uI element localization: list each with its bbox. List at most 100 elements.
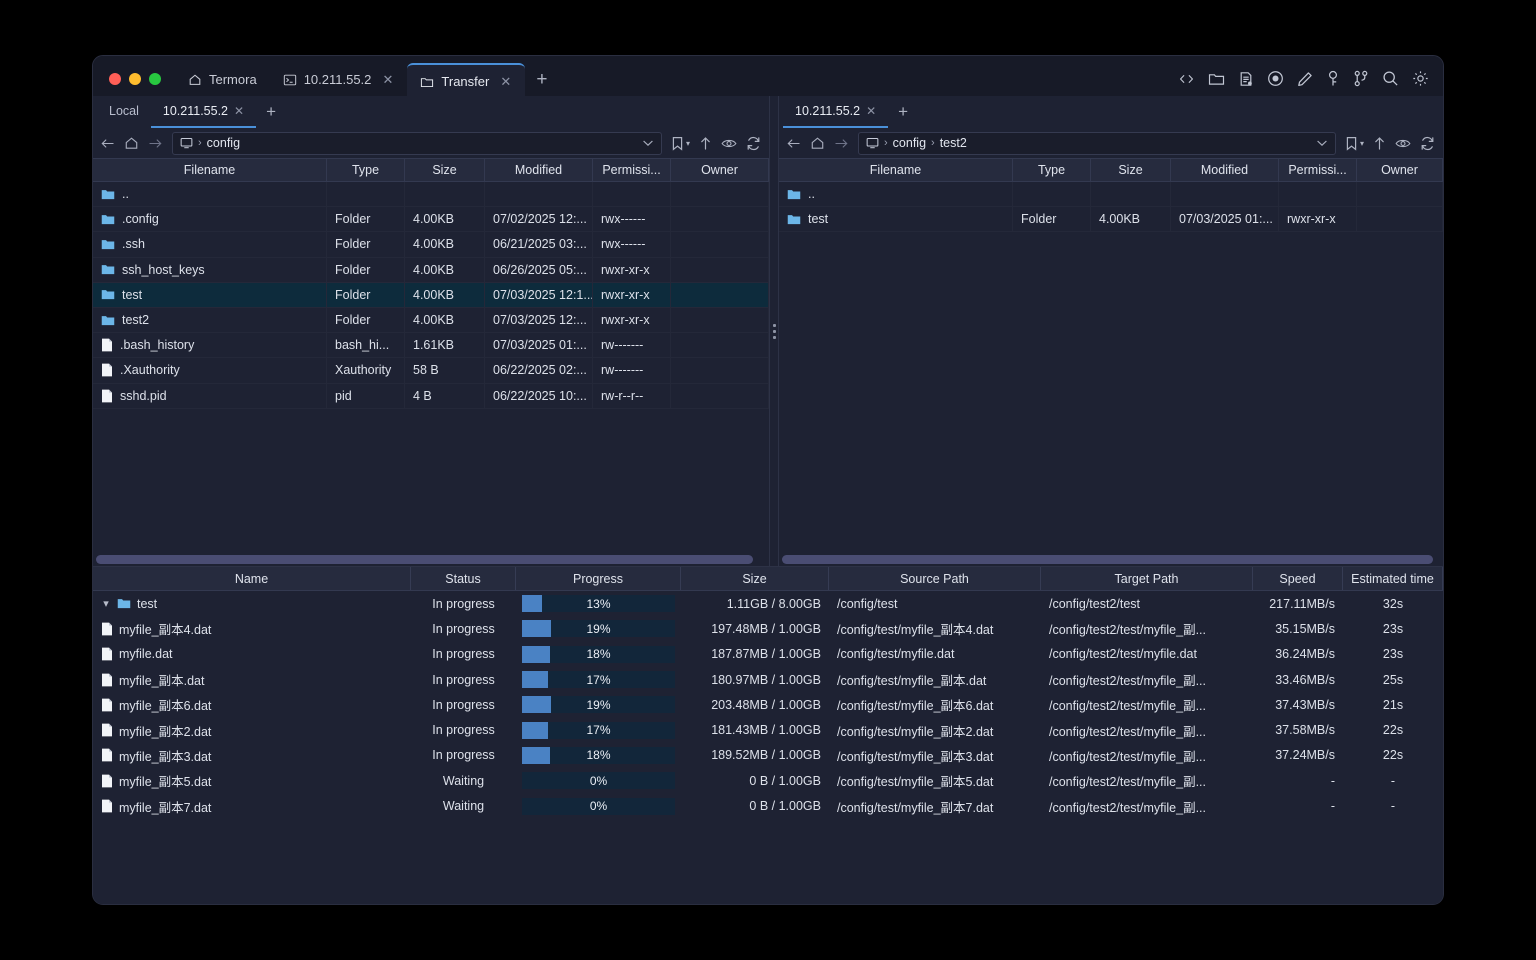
breadcrumb-segment[interactable]: config bbox=[206, 136, 241, 150]
right-path-field[interactable]: › config › test2 bbox=[858, 131, 1336, 155]
column-header-modified[interactable]: Modified bbox=[485, 159, 593, 181]
column-header-size[interactable]: Size bbox=[405, 159, 485, 181]
column-header-permissions[interactable]: Permissi... bbox=[1279, 159, 1357, 181]
column-header-speed[interactable]: Speed bbox=[1253, 567, 1343, 590]
table-row[interactable]: test2 Folder 4.00KB 07/03/2025 12:... rwxr-x… bbox=[93, 307, 769, 334]
home-icon[interactable] bbox=[124, 136, 139, 150]
folder-icon bbox=[101, 188, 115, 201]
column-header-target-path[interactable]: Target Path bbox=[1041, 567, 1253, 590]
transfer-row[interactable]: myfile_副本7.dat Waiting 0% 0 B / 1.00GB/conf… bbox=[93, 793, 1443, 818]
table-row[interactable]: test Folder 4.00KB 07/03/2025 12:1... rwxr-x… bbox=[93, 282, 769, 308]
new-window-tab-button[interactable]: + bbox=[536, 69, 548, 90]
document-icon[interactable] bbox=[1238, 71, 1254, 87]
code-icon[interactable] bbox=[1178, 71, 1195, 87]
transfer-row[interactable]: myfile_副本4.dat In progress 19% 197.48MB / 1… bbox=[93, 616, 1443, 641]
column-header-name[interactable]: Name bbox=[93, 567, 411, 590]
search-icon[interactable] bbox=[1382, 70, 1399, 87]
chevron-down-icon[interactable]: ▾ bbox=[103, 598, 109, 611]
column-header-filename[interactable]: Filename bbox=[93, 159, 327, 181]
column-header-status[interactable]: Status bbox=[411, 567, 516, 590]
refresh-icon[interactable] bbox=[1420, 136, 1435, 151]
chevron-down-icon[interactable]: ▾ bbox=[685, 138, 690, 148]
transfer-row[interactable]: myfile_副本3.dat In progress 18% 189.52MB / 1… bbox=[93, 743, 1443, 768]
table-row[interactable]: ssh_host_keys Folder 4.00KB 06/26/2025 05:.… bbox=[93, 257, 769, 283]
home-icon[interactable] bbox=[810, 136, 825, 150]
close-icon[interactable]: ✕ bbox=[234, 104, 245, 118]
folder-icon[interactable] bbox=[1208, 71, 1225, 87]
column-header-owner[interactable]: Owner bbox=[671, 159, 769, 181]
column-header-estimated-time[interactable]: Estimated time bbox=[1343, 567, 1443, 590]
forward-arrow-icon[interactable] bbox=[834, 137, 849, 150]
left-tab-10-211-55-2[interactable]: 10.211.55.2 ✕ bbox=[150, 96, 257, 128]
table-row[interactable]: .. bbox=[93, 182, 769, 208]
right-new-tab-button[interactable]: + bbox=[898, 102, 909, 121]
forward-arrow-icon[interactable] bbox=[148, 137, 163, 150]
left-bookmark-group[interactable]: ▾ bbox=[671, 136, 690, 151]
back-arrow-icon[interactable] bbox=[100, 137, 115, 150]
column-header-filename[interactable]: Filename bbox=[779, 159, 1013, 181]
column-header-source-path[interactable]: Source Path bbox=[829, 567, 1041, 590]
chevron-down-icon[interactable]: ▾ bbox=[1359, 138, 1364, 148]
upload-icon[interactable] bbox=[1373, 136, 1386, 151]
breadcrumb-segment[interactable]: test2 bbox=[939, 136, 967, 150]
gear-icon[interactable] bbox=[1412, 70, 1429, 87]
eye-icon[interactable] bbox=[721, 137, 737, 150]
bookmark-icon[interactable] bbox=[671, 136, 684, 151]
left-tab-local[interactable]: Local bbox=[97, 96, 151, 128]
eye-icon[interactable] bbox=[1395, 137, 1411, 150]
close-window-button[interactable] bbox=[109, 73, 121, 85]
key-icon[interactable] bbox=[1326, 70, 1340, 87]
left-hscrollbar-thumb[interactable] bbox=[96, 554, 753, 564]
table-row[interactable]: .config Folder 4.00KB 07/02/2025 12:... rwx-… bbox=[93, 207, 769, 233]
left-path-field[interactable]: › config bbox=[172, 131, 662, 155]
transfer-row[interactable]: myfile_副本.dat In progress 17% 180.97MB / 1.… bbox=[93, 667, 1443, 692]
column-header-size[interactable]: Size bbox=[681, 567, 829, 590]
maximize-window-button[interactable] bbox=[149, 73, 161, 85]
record-icon[interactable] bbox=[1267, 70, 1284, 87]
column-header-modified[interactable]: Modified bbox=[1171, 159, 1279, 181]
table-row[interactable]: sshd.pid pid 4 B 06/22/2025 10:... rw-r--r-- bbox=[93, 383, 769, 409]
minimize-window-button[interactable] bbox=[129, 73, 141, 85]
chevron-down-icon[interactable] bbox=[1316, 139, 1331, 147]
window-tab-10-211-55-2[interactable]: 10.211.55.2 ✕ bbox=[270, 63, 408, 96]
column-header-type[interactable]: Type bbox=[327, 159, 405, 181]
refresh-icon[interactable] bbox=[746, 136, 761, 151]
left-hscrollbar-track[interactable] bbox=[93, 552, 769, 566]
bookmark-icon[interactable] bbox=[1345, 136, 1358, 151]
git-branch-icon[interactable] bbox=[1353, 70, 1369, 87]
left-new-tab-button[interactable]: + bbox=[266, 102, 276, 121]
pane-splitter[interactable] bbox=[769, 96, 779, 566]
column-header-progress[interactable]: Progress bbox=[516, 567, 681, 590]
pencil-icon[interactable] bbox=[1297, 71, 1313, 87]
close-icon[interactable]: ✕ bbox=[500, 73, 512, 89]
column-header-permissions[interactable]: Permissi... bbox=[593, 159, 671, 181]
window-tab-transfer[interactable]: Transfer ✕ bbox=[407, 63, 526, 96]
column-header-owner[interactable]: Owner bbox=[1357, 159, 1443, 181]
transfer-row[interactable]: myfile.dat In progress 18% 187.87MB / 1.00G… bbox=[93, 642, 1443, 667]
right-hscrollbar-track[interactable] bbox=[779, 552, 1443, 566]
transfer-row[interactable]: ▾ test In progress 13% 1.11GB / 8.00GB/confi… bbox=[93, 591, 1443, 616]
breadcrumb-segment[interactable]: config bbox=[892, 136, 927, 150]
back-arrow-icon[interactable] bbox=[786, 137, 801, 150]
table-row[interactable]: .ssh Folder 4.00KB 06/21/2025 03:... rwx----… bbox=[93, 232, 769, 258]
close-icon[interactable]: ✕ bbox=[382, 71, 394, 87]
window-tab-termora[interactable]: Termora bbox=[175, 63, 270, 96]
transfer-row[interactable]: myfile_副本2.dat In progress 17% 181.43MB / 1… bbox=[93, 717, 1443, 742]
table-row[interactable]: .. bbox=[779, 182, 1443, 208]
right-bookmark-group[interactable]: ▾ bbox=[1345, 136, 1364, 151]
right-tab-10-211-55-2[interactable]: 10.211.55.2 ✕ bbox=[783, 96, 889, 128]
chevron-down-icon[interactable] bbox=[642, 139, 657, 147]
cell-size: 4 B bbox=[405, 383, 485, 408]
table-row[interactable]: .Xauthority Xauthority 58 B 06/22/2025 02:.… bbox=[93, 358, 769, 384]
column-header-size[interactable]: Size bbox=[1091, 159, 1171, 181]
table-row[interactable]: .bash_history bash_hi... 1.61KB 07/03/2025 … bbox=[93, 333, 769, 359]
local-file-pane: Local 10.211.55.2 ✕ + bbox=[93, 96, 769, 566]
close-icon[interactable]: ✕ bbox=[866, 104, 877, 118]
splitter-grip-icon[interactable] bbox=[772, 323, 776, 339]
right-hscrollbar-thumb[interactable] bbox=[782, 554, 1434, 564]
table-row[interactable]: test Folder 4.00KB 07/03/2025 01:... rwxr-xr… bbox=[779, 207, 1443, 233]
transfer-row[interactable]: myfile_副本6.dat In progress 19% 203.48MB / 1… bbox=[93, 692, 1443, 717]
column-header-type[interactable]: Type bbox=[1013, 159, 1091, 181]
transfer-row[interactable]: myfile_副本5.dat Waiting 0% 0 B / 1.00GB/conf… bbox=[93, 768, 1443, 793]
upload-icon[interactable] bbox=[699, 136, 712, 151]
